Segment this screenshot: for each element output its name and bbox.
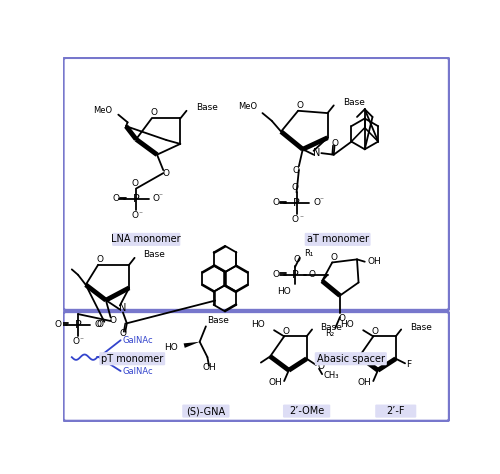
Text: O: O bbox=[150, 108, 158, 117]
Text: Base: Base bbox=[208, 316, 230, 325]
Text: O: O bbox=[296, 101, 303, 110]
Text: Base: Base bbox=[320, 323, 342, 332]
Text: GalNAc: GalNAc bbox=[123, 366, 154, 375]
Text: O: O bbox=[73, 337, 80, 346]
Text: R₂: R₂ bbox=[324, 329, 334, 338]
Text: (S)-GNA: (S)-GNA bbox=[186, 406, 226, 416]
FancyBboxPatch shape bbox=[100, 352, 165, 365]
Text: O: O bbox=[293, 255, 300, 264]
FancyBboxPatch shape bbox=[182, 404, 230, 418]
Text: Base: Base bbox=[196, 103, 218, 112]
Text: HO: HO bbox=[164, 344, 178, 353]
FancyBboxPatch shape bbox=[64, 58, 449, 310]
Text: 2’-OMe: 2’-OMe bbox=[289, 406, 324, 416]
FancyBboxPatch shape bbox=[304, 233, 370, 246]
Text: O: O bbox=[131, 179, 138, 188]
Text: HO: HO bbox=[251, 320, 265, 329]
Text: O: O bbox=[273, 198, 280, 207]
Text: O: O bbox=[292, 166, 300, 175]
Text: O: O bbox=[110, 317, 116, 326]
Text: OH: OH bbox=[368, 257, 382, 266]
Text: O: O bbox=[292, 215, 298, 224]
Text: ⁻: ⁻ bbox=[80, 335, 84, 344]
Text: R₁: R₁ bbox=[304, 249, 314, 258]
Text: Abasic spacer: Abasic spacer bbox=[317, 354, 385, 364]
FancyBboxPatch shape bbox=[64, 312, 449, 421]
Polygon shape bbox=[184, 342, 200, 348]
FancyBboxPatch shape bbox=[283, 404, 331, 418]
Text: ⁻: ⁻ bbox=[101, 317, 105, 326]
Text: Base: Base bbox=[143, 250, 165, 259]
Text: N: N bbox=[120, 303, 126, 313]
Text: O: O bbox=[131, 211, 138, 220]
Text: O: O bbox=[292, 182, 298, 191]
Text: pT monomer: pT monomer bbox=[101, 354, 164, 364]
Text: GalNAc: GalNAc bbox=[123, 336, 154, 345]
Text: O: O bbox=[162, 169, 169, 178]
Text: O: O bbox=[339, 314, 346, 323]
Text: O: O bbox=[332, 139, 339, 148]
Text: 2’-F: 2’-F bbox=[386, 406, 405, 416]
Text: O: O bbox=[96, 320, 103, 329]
Text: O: O bbox=[318, 362, 324, 371]
FancyBboxPatch shape bbox=[375, 404, 416, 418]
Text: CH₃: CH₃ bbox=[324, 371, 339, 380]
Text: ⁻: ⁻ bbox=[159, 192, 163, 201]
Text: O: O bbox=[54, 319, 62, 328]
Text: LNA monomer: LNA monomer bbox=[112, 234, 181, 245]
Text: Base: Base bbox=[410, 323, 432, 332]
Text: GalNAc: GalNAc bbox=[126, 353, 156, 362]
Text: O: O bbox=[330, 253, 337, 262]
Text: O: O bbox=[112, 194, 119, 203]
Text: P: P bbox=[74, 320, 82, 330]
FancyBboxPatch shape bbox=[112, 233, 180, 246]
Text: O: O bbox=[308, 270, 316, 279]
FancyBboxPatch shape bbox=[315, 352, 387, 365]
Text: O: O bbox=[120, 329, 126, 338]
Text: OH: OH bbox=[203, 363, 216, 372]
Text: Base: Base bbox=[343, 98, 365, 107]
Text: O: O bbox=[282, 327, 289, 336]
Text: F: F bbox=[406, 360, 412, 369]
Text: O: O bbox=[372, 327, 378, 336]
Text: ⁻: ⁻ bbox=[299, 213, 303, 222]
Text: ⁻: ⁻ bbox=[320, 196, 324, 205]
Text: P: P bbox=[133, 194, 140, 204]
Text: O: O bbox=[313, 198, 320, 207]
Text: aT monomer: aT monomer bbox=[306, 234, 368, 245]
Text: P: P bbox=[293, 198, 300, 208]
Text: HO: HO bbox=[278, 287, 291, 296]
Text: O: O bbox=[94, 319, 102, 328]
Text: OH: OH bbox=[358, 378, 372, 387]
Text: MeO: MeO bbox=[238, 102, 257, 111]
Text: O: O bbox=[153, 194, 160, 203]
Text: MeO: MeO bbox=[93, 106, 112, 115]
Text: HO: HO bbox=[340, 320, 354, 329]
Text: ⁻: ⁻ bbox=[139, 210, 143, 219]
Text: OH: OH bbox=[269, 378, 282, 387]
Text: P: P bbox=[292, 270, 298, 280]
Text: O: O bbox=[273, 270, 280, 279]
Text: N: N bbox=[313, 148, 320, 158]
Text: O: O bbox=[96, 255, 103, 264]
